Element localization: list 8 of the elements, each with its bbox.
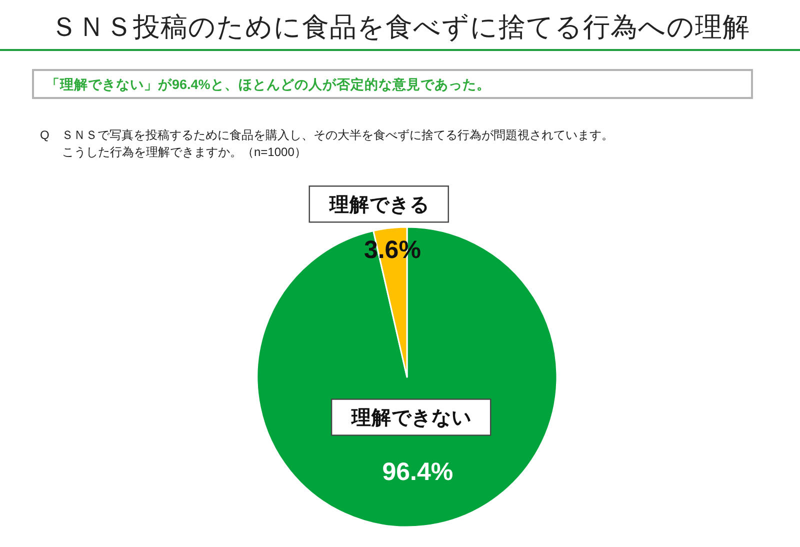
- data-label: 96.4%: [382, 458, 454, 486]
- text: こうした行為を理解できますか。（n=1000）: [62, 145, 306, 159]
- slice-label: 理解できる: [328, 194, 430, 216]
- slice-label: 理解できない: [350, 407, 472, 430]
- chart-title: ＳＮＳ投稿のために食品を食べずに捨てる行為への理解: [50, 12, 750, 42]
- data-label: 3.6%: [364, 236, 421, 264]
- text: Q ＳＮＳで写真を投稿するために食品を購入し、その大半を食べずに捨てる行為が問題視されています。: [40, 128, 614, 142]
- chart-subtitle: 「理解できない」が96.4%と、ほとんどの人が否定的な意見であった。: [46, 76, 490, 92]
